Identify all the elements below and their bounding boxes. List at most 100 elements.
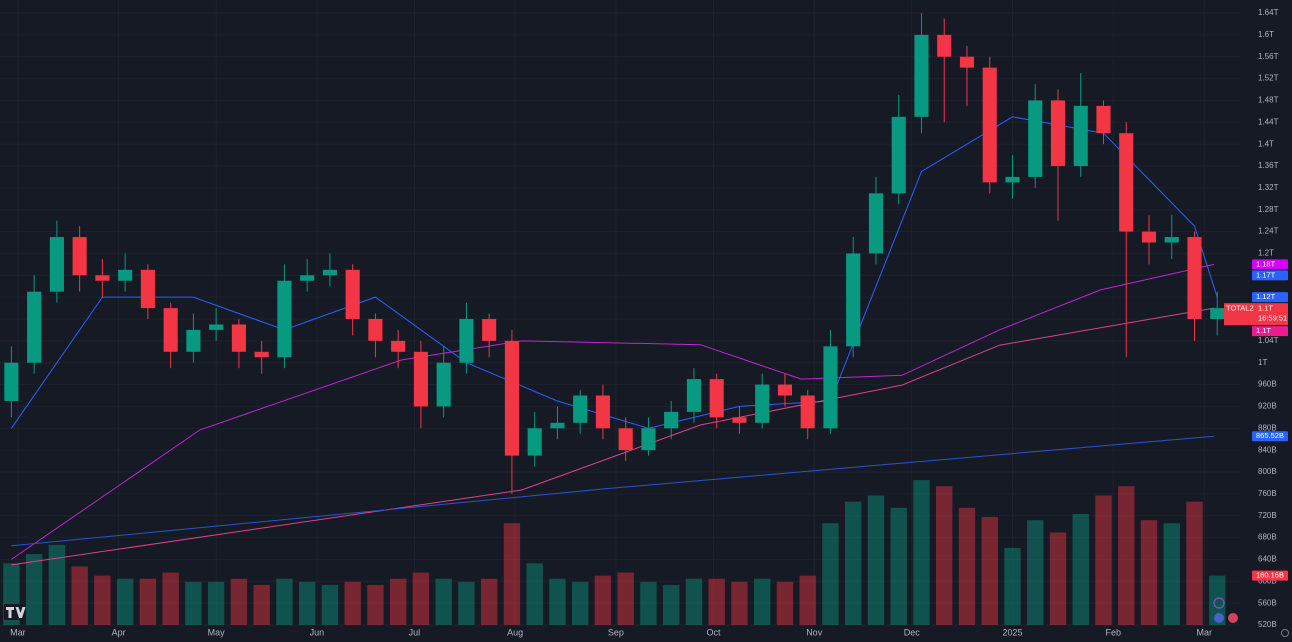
volume-bar bbox=[754, 578, 771, 625]
candle-body bbox=[777, 384, 793, 396]
x-tick-label: May bbox=[208, 627, 226, 637]
logo bbox=[4, 604, 26, 620]
candle-body bbox=[4, 362, 19, 401]
y-tick-label: 720B bbox=[1258, 511, 1277, 520]
candle-body bbox=[823, 346, 838, 429]
candle-body bbox=[27, 291, 42, 363]
last-price-label: 1.1T bbox=[1258, 304, 1273, 313]
y-tick-label: 800B bbox=[1258, 467, 1277, 476]
candle-body bbox=[72, 237, 87, 276]
x-tick-label: Apr bbox=[112, 627, 126, 637]
candle-body bbox=[186, 329, 201, 352]
volume-bar bbox=[890, 507, 907, 625]
candle-body bbox=[1210, 308, 1225, 319]
volume-bar bbox=[981, 517, 998, 625]
price-label-box bbox=[1252, 270, 1288, 281]
y-tick-label: 520B bbox=[1258, 620, 1277, 629]
volume-bar bbox=[162, 572, 179, 625]
volume-bar bbox=[640, 581, 657, 625]
volume-bar bbox=[230, 578, 248, 625]
volume-bar bbox=[663, 584, 680, 625]
candle-body bbox=[891, 116, 906, 194]
candle-body bbox=[573, 395, 588, 423]
volume-bar bbox=[1140, 520, 1158, 625]
y-tick-label: 560B bbox=[1258, 598, 1277, 607]
volume-bar bbox=[958, 507, 976, 625]
y-tick-label: 1T bbox=[1258, 358, 1267, 367]
candle-body bbox=[209, 324, 224, 330]
volume-bar bbox=[913, 480, 930, 625]
candle-body bbox=[459, 319, 474, 363]
y-tick-label: 760B bbox=[1258, 489, 1277, 498]
candle-body bbox=[95, 275, 110, 281]
volume-bar bbox=[321, 584, 339, 625]
countdown: 16:59:51 bbox=[1258, 314, 1287, 323]
x-tick-label: Nov bbox=[806, 627, 823, 637]
volume-bar bbox=[776, 581, 794, 625]
candle-body bbox=[914, 34, 929, 117]
candle-body bbox=[595, 395, 610, 429]
x-tick-label: Dec bbox=[904, 627, 921, 637]
price-label: 1.1T bbox=[1256, 326, 1271, 335]
candle-body bbox=[254, 351, 269, 358]
candle-body bbox=[937, 34, 952, 57]
candle-body bbox=[664, 411, 679, 429]
x-tick-label: Jul bbox=[409, 627, 421, 637]
candle-body bbox=[959, 56, 975, 68]
candle-body bbox=[846, 253, 861, 347]
corner-icons[interactable] bbox=[1213, 597, 1289, 637]
volume-label: 160.16B bbox=[1256, 571, 1284, 580]
volume-bar bbox=[571, 581, 589, 625]
x-tick-label: Jun bbox=[310, 627, 325, 637]
last-price-box bbox=[1224, 303, 1288, 326]
candles bbox=[4, 13, 1225, 494]
volume-bar bbox=[435, 578, 452, 625]
volume-label-box bbox=[1252, 570, 1288, 581]
candle-body bbox=[391, 340, 406, 352]
y-tick-label: 1.64T bbox=[1258, 8, 1279, 17]
candle-body bbox=[436, 362, 451, 407]
volume-bar bbox=[1027, 520, 1044, 625]
x-tick-label: Aug bbox=[507, 627, 523, 637]
candle-body bbox=[868, 193, 884, 254]
y-tick-label: 1.4T bbox=[1258, 139, 1274, 148]
price-label-box bbox=[1252, 326, 1288, 337]
y-tick-label: 1.56T bbox=[1258, 52, 1279, 61]
x-tick-label: Mar bbox=[1196, 627, 1212, 637]
y-tick-label: 1.24T bbox=[1258, 227, 1279, 236]
candle-body bbox=[1005, 176, 1020, 183]
volume-bar bbox=[1072, 514, 1089, 625]
y-tick-label: 1.48T bbox=[1258, 96, 1279, 105]
y-tick-label: 960B bbox=[1258, 380, 1277, 389]
volume-bar bbox=[207, 581, 225, 625]
x-tick-label: Oct bbox=[706, 627, 721, 637]
candle-body bbox=[1119, 133, 1134, 232]
candle-body bbox=[755, 384, 770, 423]
volume-bar bbox=[389, 578, 407, 625]
volume-bar bbox=[71, 566, 88, 625]
volume-bar bbox=[1186, 501, 1203, 625]
candle-body bbox=[300, 275, 315, 281]
y-tick-label: 640B bbox=[1258, 555, 1277, 564]
candle-body bbox=[482, 319, 497, 341]
candle-body bbox=[1096, 105, 1111, 134]
volume-bar bbox=[594, 575, 612, 625]
candle-body bbox=[277, 280, 292, 358]
candle-body bbox=[368, 319, 383, 341]
volume-bar bbox=[412, 572, 430, 625]
grid bbox=[0, 0, 1240, 625]
volume-bar bbox=[1095, 495, 1112, 625]
y-tick-label: 1.52T bbox=[1258, 74, 1279, 83]
candle-body bbox=[504, 340, 519, 456]
x-tick-label: Feb bbox=[1105, 627, 1121, 637]
volume-bar bbox=[845, 501, 862, 625]
y-tick-label: 1.32T bbox=[1258, 183, 1279, 192]
candle-body bbox=[345, 269, 360, 319]
candle-body bbox=[550, 422, 565, 429]
volume-bar bbox=[139, 578, 157, 625]
x-tick-label: 2025 bbox=[1002, 627, 1022, 637]
y-tick-label: 840B bbox=[1258, 445, 1277, 454]
price-label-box bbox=[1252, 292, 1288, 303]
